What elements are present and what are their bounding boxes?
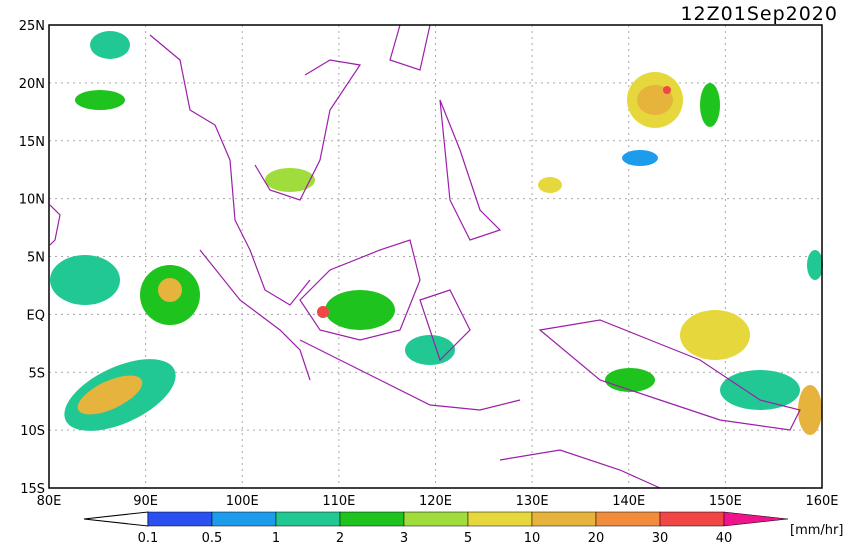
map-frame — [48, 24, 823, 489]
rain-area — [77, 375, 143, 415]
rain-area — [605, 368, 655, 392]
coastline — [149, 34, 311, 306]
lon-label: 160E — [805, 494, 838, 509]
colorbar-segment — [339, 511, 405, 527]
colorbar-segment — [467, 511, 533, 527]
coastline — [419, 289, 471, 362]
colorbar-label: 3 — [400, 531, 408, 544]
colorbar-segment — [275, 511, 341, 527]
lon-label: 140E — [612, 494, 645, 509]
lon-label: 130E — [516, 494, 549, 509]
colorbar-label: 5 — [464, 531, 472, 544]
rain-area — [720, 370, 800, 410]
coastline — [299, 239, 421, 341]
lon-label: 80E — [37, 494, 62, 509]
rain-area — [265, 168, 315, 192]
colorbar-unit: [mm/hr] — [790, 523, 843, 538]
coastline — [499, 449, 661, 489]
rain-area — [538, 177, 562, 193]
lat-label: 25N — [19, 19, 45, 34]
colorbar-label: 0.1 — [138, 531, 159, 544]
rain-area — [75, 90, 125, 110]
rain-area — [90, 31, 130, 59]
colorbar-label: 0.5 — [202, 531, 223, 544]
coastline — [538, 319, 801, 431]
lon-label: 150E — [709, 494, 742, 509]
rain-area — [317, 306, 329, 318]
coastline — [254, 59, 362, 201]
rain-area — [680, 310, 750, 360]
colorbar-segment — [595, 511, 661, 527]
coastline — [299, 339, 521, 411]
rain-area — [807, 250, 823, 280]
coastline — [49, 204, 61, 246]
rain-area — [325, 290, 395, 330]
lon-label: 90E — [133, 494, 158, 509]
lat-label: 5N — [27, 251, 45, 266]
colorbar-segment — [659, 511, 725, 527]
lat-label: 15N — [19, 135, 45, 150]
coastline — [439, 99, 502, 241]
lon-label: 110E — [322, 494, 355, 509]
rain-area — [405, 335, 455, 365]
colorbar-label: 20 — [588, 531, 605, 544]
rain-areas — [50, 31, 823, 435]
lon-label: 120E — [419, 494, 452, 509]
coastlines — [49, 24, 801, 489]
lat-label: 15S — [20, 482, 45, 497]
coastline — [199, 249, 311, 381]
colorbar-segment — [403, 511, 469, 527]
colorbar: 0.1 0.5 1 2 3 5 10 20 30 40 — [83, 511, 789, 544]
colorbar-label: 30 — [652, 531, 669, 544]
rain-area — [622, 150, 658, 166]
rain-area — [663, 86, 671, 94]
lat-label: 5S — [28, 366, 45, 381]
coastline — [389, 24, 431, 71]
lat-label: 10S — [20, 424, 45, 439]
rain-area — [700, 83, 720, 127]
colorbar-low-end — [83, 511, 149, 527]
lat-label: 20N — [19, 77, 45, 92]
colorbar-label: 1 — [272, 531, 280, 544]
colorbar-label: 40 — [716, 531, 733, 544]
rain-area — [158, 278, 182, 302]
colorbar-segment — [531, 511, 597, 527]
colorbar-label: 10 — [524, 531, 541, 544]
colorbar-label: 2 — [336, 531, 344, 544]
rain-area — [50, 255, 120, 305]
lon-label: 100E — [226, 494, 259, 509]
colorbar-segment — [147, 511, 213, 527]
rain-area — [798, 385, 822, 435]
lat-label: 10N — [19, 193, 45, 208]
map-title: 12Z01Sep2020 — [680, 3, 838, 25]
colorbar-high-end — [723, 511, 789, 527]
colorbar-segment — [211, 511, 277, 527]
lat-label: EQ — [27, 308, 45, 323]
